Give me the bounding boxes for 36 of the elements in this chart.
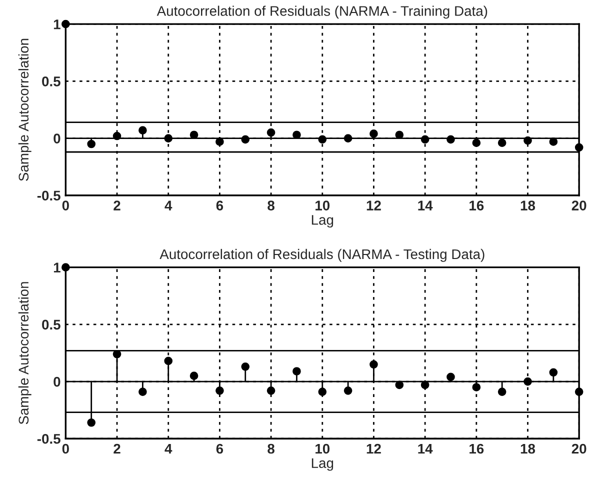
- x-tick-label: 16: [470, 444, 484, 454]
- y-tick-label: 1: [54, 20, 60, 30]
- x-axis-title: Lag: [312, 215, 334, 228]
- x-tick-label: 10: [316, 200, 330, 210]
- x-tick-label: 14: [418, 200, 433, 210]
- y-tick-label: 1: [54, 262, 60, 272]
- chart-title: Autocorrelation of Residuals (NARMA - Training Data): [156, 6, 488, 19]
- x-tick-label: 14: [418, 444, 433, 454]
- x-tick-label: 18: [520, 200, 536, 210]
- x-tick-label: 0: [62, 444, 69, 454]
- x-tick-label: 20: [572, 444, 586, 454]
- x-tick-label: 6: [216, 200, 224, 210]
- x-tick-label: 12: [366, 444, 381, 454]
- x-tick-label: 4: [164, 444, 172, 454]
- x-axis-title: Lag: [312, 458, 334, 471]
- y-tick-label: 0: [54, 134, 60, 144]
- x-tick-label: 12: [366, 200, 381, 210]
- x-tick-label: 8: [268, 200, 274, 210]
- y-tick-label: 0.5: [42, 76, 60, 86]
- x-tick-label: 20: [572, 200, 586, 210]
- x-tick-label: 0: [62, 200, 69, 210]
- y-tick-label: -0.5: [37, 190, 60, 201]
- y-tick-label: 0: [54, 376, 60, 387]
- x-tick-label: 2: [114, 444, 120, 454]
- x-tick-label: 18: [520, 444, 536, 454]
- y-tick-label: 0.5: [42, 320, 60, 330]
- x-tick-label: 6: [216, 444, 224, 454]
- x-tick-label: 16: [470, 200, 484, 210]
- x-tick-label: 10: [316, 444, 330, 454]
- y-axis-title: Sample Autocorrelation: [18, 282, 32, 424]
- chart-title: Autocorrelation of Residuals (NARMA - Testing Data): [160, 248, 484, 262]
- x-tick-label: 4: [164, 200, 172, 210]
- y-axis-title: Sample Autocorrelation: [18, 38, 32, 181]
- x-tick-label: 8: [268, 444, 274, 454]
- x-tick-label: 2: [114, 200, 120, 210]
- y-tick-label: -0.5: [37, 434, 60, 444]
